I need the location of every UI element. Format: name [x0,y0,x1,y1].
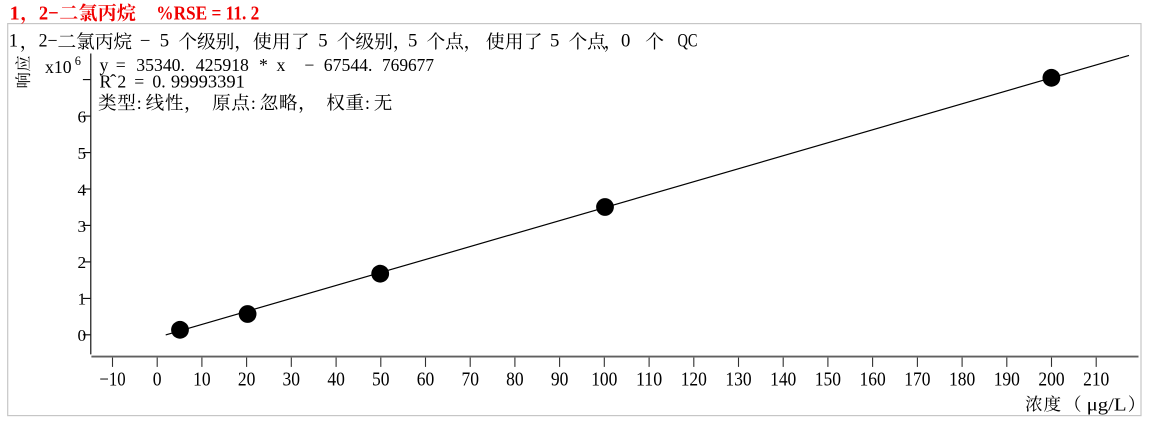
svg-text:6: 6 [75,54,81,68]
svg-text:4: 4 [78,180,87,199]
svg-text:2−: 2− [39,31,58,52]
svg-text:−: − [140,31,151,52]
svg-text::: : [251,93,256,113]
svg-text:ˆ: ˆ [110,72,117,93]
svg-text:0: 0 [621,31,630,52]
svg-text:170: 170 [904,370,930,391]
svg-text:35340.: 35340. [136,55,185,75]
svg-text:5: 5 [78,144,87,163]
svg-text:QC: QC [678,31,698,52]
svg-text:2−: 2− [39,3,59,25]
svg-text:140: 140 [770,370,796,391]
svg-text:6: 6 [78,107,87,126]
svg-text:80: 80 [506,370,524,391]
svg-text:30: 30 [283,370,301,391]
svg-text:210: 210 [1083,370,1109,391]
svg-text::: : [365,93,370,113]
svg-text:R: R [100,72,112,92]
svg-text:70: 70 [461,370,479,391]
svg-text:1: 1 [9,31,18,52]
svg-text:%RSE = 11. 2: %RSE = 11. 2 [156,3,259,25]
svg-text:2: 2 [78,253,87,272]
svg-text:130: 130 [725,370,751,391]
svg-text:180: 180 [949,370,975,391]
svg-text:x10: x10 [45,57,72,77]
svg-text:μg/L: μg/L [1087,394,1127,414]
svg-text:90: 90 [551,370,569,391]
svg-text:110: 110 [636,370,662,391]
svg-text:50: 50 [372,370,390,391]
svg-text:67544.: 67544. [324,55,373,75]
svg-text:*: * [259,55,268,75]
svg-text:0: 0 [78,326,87,345]
svg-text:−10: −10 [99,370,125,391]
svg-text:1: 1 [78,290,87,309]
svg-text:99993391: 99993391 [171,72,245,92]
svg-text:40: 40 [327,370,345,391]
svg-text:1: 1 [10,3,20,25]
svg-text::: : [137,93,142,113]
svg-text:x: x [277,55,286,75]
svg-text:0: 0 [153,370,162,391]
svg-text:5: 5 [408,31,417,52]
svg-text:=: = [134,72,144,92]
svg-text:2: 2 [117,72,126,92]
svg-text:5: 5 [318,31,327,52]
svg-text:425918: 425918 [196,55,249,75]
svg-text:=: = [116,55,126,75]
svg-text:20: 20 [238,370,256,391]
svg-text:−: − [304,55,314,75]
svg-text:5: 5 [160,31,169,52]
svg-text:0.: 0. [152,72,165,92]
svg-text:120: 120 [681,370,707,391]
svg-text:60: 60 [417,370,435,391]
svg-text:5: 5 [550,31,559,52]
svg-text:y: y [100,55,109,75]
svg-text:190: 190 [994,370,1020,391]
svg-text:160: 160 [860,370,886,391]
svg-text:10: 10 [193,370,211,391]
svg-text:100: 100 [591,370,617,391]
svg-text:200: 200 [1038,370,1064,391]
svg-text:769677: 769677 [382,55,434,75]
svg-text:150: 150 [815,370,841,391]
svg-text:3: 3 [78,217,87,236]
